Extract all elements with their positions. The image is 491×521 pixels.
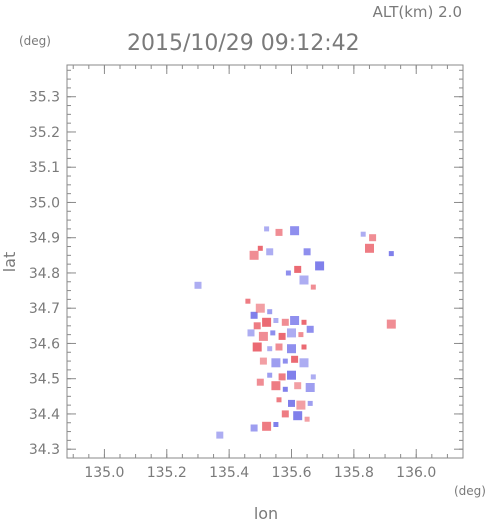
data-point xyxy=(388,251,394,257)
data-point xyxy=(290,316,300,325)
x-tick-label: 135.4 xyxy=(209,465,249,481)
y-tick-label: 35.0 xyxy=(29,195,60,211)
data-point xyxy=(310,284,316,290)
data-point xyxy=(267,372,273,378)
axis-ticks: 135.0 135.2 135.4 135.6 135.8 136.0 34.3 34.4 34… xyxy=(29,65,463,481)
data-point xyxy=(306,325,314,333)
x-tick-label: 135.6 xyxy=(271,465,311,481)
data-point xyxy=(271,358,281,368)
data-point xyxy=(307,400,313,406)
data-point xyxy=(271,381,281,391)
y-tick-label: 35.3 xyxy=(29,90,60,106)
y-tick-label: 35.2 xyxy=(29,125,60,141)
data-point xyxy=(262,421,272,431)
y-axis-label: lat xyxy=(0,252,19,273)
data-point xyxy=(290,226,300,236)
y-tick-label: 34.6 xyxy=(29,336,60,352)
data-point xyxy=(281,318,289,326)
data-point xyxy=(294,265,302,273)
y-tick-label: 34.9 xyxy=(29,231,60,247)
data-point xyxy=(293,411,303,421)
x-tick-label: 135.2 xyxy=(147,465,187,481)
data-point xyxy=(369,234,377,242)
x-tick-label: 136.0 xyxy=(396,465,436,481)
data-point xyxy=(310,374,316,380)
y-tick-label: 35.1 xyxy=(29,160,60,176)
data-point xyxy=(275,228,283,236)
data-point xyxy=(264,226,270,232)
data-point xyxy=(257,245,263,251)
y-unit-label: (deg) xyxy=(19,34,51,48)
data-point xyxy=(250,311,258,319)
data-point xyxy=(294,382,302,390)
data-point xyxy=(216,431,224,439)
data-point xyxy=(386,319,396,329)
data-point xyxy=(301,344,307,350)
y-tick-label: 34.8 xyxy=(29,266,60,282)
data-point xyxy=(365,243,374,253)
data-point xyxy=(250,424,258,432)
data-point xyxy=(256,378,264,386)
data-point xyxy=(296,400,306,410)
data-point xyxy=(282,386,288,392)
x-tick-label: 135.8 xyxy=(334,465,374,481)
data-point xyxy=(252,342,262,352)
data-point xyxy=(249,250,259,260)
data-point xyxy=(360,231,366,237)
chart-title: 2015/10/29 09:12:42 xyxy=(127,31,360,56)
data-point xyxy=(315,261,325,271)
data-point xyxy=(273,318,279,323)
data-point xyxy=(278,373,286,381)
data-point xyxy=(267,346,273,352)
data-point xyxy=(253,322,261,330)
data-point xyxy=(258,331,268,341)
data-point xyxy=(267,309,273,315)
altitude-label: ALT(km) 2.0 xyxy=(373,3,462,21)
data-points xyxy=(194,226,396,439)
data-point xyxy=(288,399,295,407)
data-point xyxy=(270,330,276,336)
y-tick-label: 34.5 xyxy=(29,372,60,388)
x-tick-label: 135.0 xyxy=(84,465,124,481)
data-point xyxy=(273,422,279,427)
y-tick-label: 34.4 xyxy=(29,407,60,423)
data-point xyxy=(247,329,255,337)
data-point xyxy=(259,357,267,365)
data-point xyxy=(276,397,282,403)
data-point xyxy=(245,298,251,304)
y-tick-label: 34.7 xyxy=(29,301,60,317)
data-point xyxy=(301,319,307,325)
x-axis-label: lon xyxy=(254,504,278,521)
data-point xyxy=(278,332,286,340)
data-point xyxy=(285,270,291,276)
data-point xyxy=(194,281,202,289)
data-point xyxy=(282,358,288,364)
data-point xyxy=(287,328,296,338)
data-point xyxy=(266,248,274,256)
data-point xyxy=(255,303,265,313)
y-tick-label: 34.3 xyxy=(29,442,60,458)
data-point xyxy=(299,275,309,285)
data-point xyxy=(281,410,289,418)
data-point xyxy=(287,370,296,380)
plot-frame xyxy=(66,64,464,459)
data-point xyxy=(262,317,272,327)
data-point xyxy=(298,332,304,338)
data-point xyxy=(299,358,309,368)
data-point xyxy=(291,355,299,363)
data-point xyxy=(304,416,310,422)
x-unit-label: (deg) xyxy=(454,484,486,498)
data-point xyxy=(275,343,283,351)
data-point xyxy=(287,344,296,354)
data-point xyxy=(305,383,315,392)
data-point xyxy=(303,248,311,256)
